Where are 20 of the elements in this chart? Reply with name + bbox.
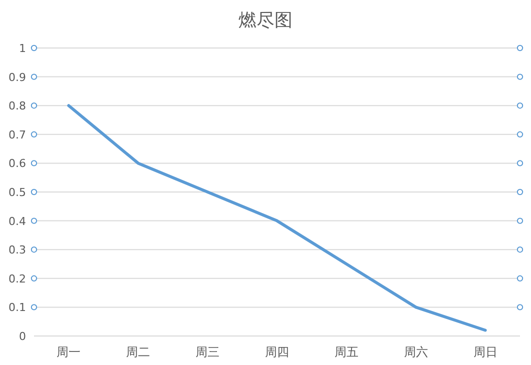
x-tick-label: 周二 — [126, 345, 150, 359]
y-tick-label: 0.3 — [8, 244, 26, 257]
y-tick-label: 0.1 — [8, 301, 26, 314]
y-tick-label: 0.9 — [8, 70, 26, 84]
x-tick-label: 周一 — [56, 345, 81, 359]
y-tick-label: 0 — [19, 330, 26, 343]
y-tick-label: 0.2 — [8, 272, 26, 286]
y-tick-label: 0.6 — [8, 157, 26, 170]
x-tick-label: 周三 — [196, 345, 220, 359]
y-tick-label: 0.8 — [8, 100, 26, 113]
line-series — [67, 104, 487, 332]
y-tick-label: 1 — [19, 42, 26, 55]
x-tick-label: 周五 — [334, 345, 358, 359]
y-tick-label: 0.7 — [8, 128, 26, 142]
x-tick-label: 周四 — [265, 345, 289, 359]
x-tick-label: 周日 — [473, 345, 498, 359]
chart-title: 燃尽图 — [238, 10, 292, 31]
y-tick-label: 0.4 — [8, 214, 26, 228]
x-tick-label: 周六 — [404, 345, 428, 359]
y-tick-label: 0.5 — [8, 186, 26, 199]
